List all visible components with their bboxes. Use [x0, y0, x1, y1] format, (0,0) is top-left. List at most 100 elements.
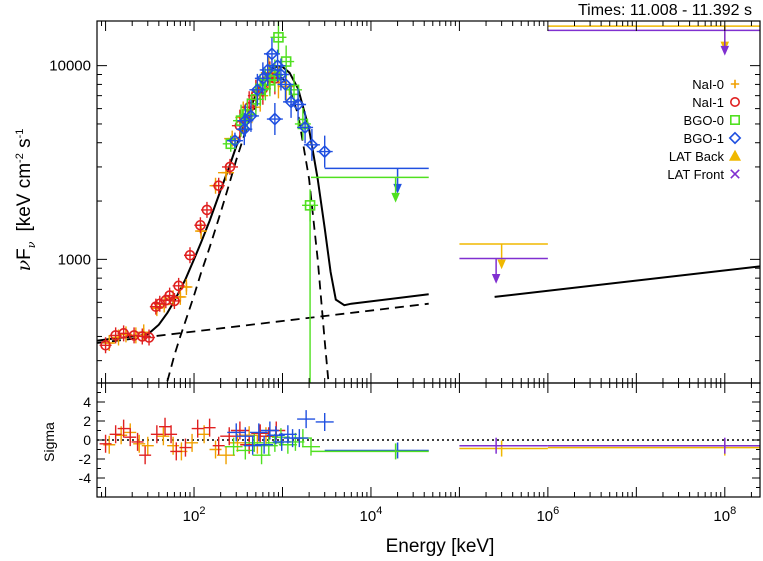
data-marker-plus [730, 79, 740, 89]
data-marker-circle [195, 219, 206, 231]
spectrum-frame [96, 20, 761, 384]
x-tick-label: 106 [536, 505, 559, 525]
x-tick-base: 10 [536, 508, 553, 525]
data-marker-circle [201, 204, 213, 216]
legend-label: BGO-0 [684, 113, 724, 128]
y-axis-label: νFν [keV cm-2 s-1 [13, 129, 38, 272]
y-label-f: F [14, 248, 35, 260]
data-marker-square [269, 70, 281, 81]
residual-point [278, 425, 297, 444]
residual-point [297, 410, 316, 429]
series-BGO-1 [226, 37, 333, 168]
data-marker-square [273, 32, 284, 43]
data-marker-diamond [274, 67, 288, 82]
error-bar [270, 21, 287, 54]
residual-plot-area [97, 410, 760, 465]
y-label-exp1: -2 [14, 153, 26, 163]
data-marker-diamond [265, 47, 279, 61]
data-marker-circle [143, 332, 155, 343]
upper-limit-arrow [391, 192, 400, 203]
data-marker-diamond [284, 95, 298, 109]
x-tick-label: 108 [713, 505, 736, 525]
residual-point [139, 446, 152, 465]
residual-series-BGO-1 [227, 410, 334, 455]
residual-point [217, 446, 236, 465]
y-label-nu-sub: ν [25, 241, 38, 248]
data-marker-diamond [318, 144, 332, 159]
model-curve-power-law [97, 302, 429, 344]
residual-point [315, 412, 334, 431]
residual-point [186, 433, 199, 452]
data-marker-circle [100, 340, 111, 351]
residual-point [157, 427, 170, 446]
x-tick-exp: 4 [376, 505, 382, 517]
data-marker-circle [169, 295, 180, 307]
residual-point [212, 436, 225, 455]
legend-label: BGO-1 [684, 131, 724, 146]
x-tick-exp: 6 [553, 505, 559, 517]
residual-point [224, 437, 243, 456]
series-NaI-0 [103, 56, 295, 352]
residual-point [249, 423, 268, 442]
upper-limit-arrow [491, 274, 501, 284]
residual-point [271, 428, 290, 447]
y-label-s: s [14, 138, 35, 153]
data-marker-diamond [228, 134, 242, 148]
residual-point [150, 425, 163, 444]
data-marker-diamond [250, 83, 265, 97]
data-marker-circle [173, 280, 184, 292]
data-marker-diamond [728, 131, 742, 145]
residual-point [290, 429, 309, 448]
data-marker-triangle [728, 149, 742, 161]
data-marker-diamond [237, 122, 251, 136]
x-tick-base: 10 [713, 508, 730, 525]
upper-limit-arrow [720, 45, 730, 56]
data-marker-circle [118, 328, 129, 339]
residual-point [141, 436, 154, 455]
y-label-nu: ν [13, 259, 35, 271]
y-label-exp2: -1 [14, 129, 26, 139]
x-tick-label: 102 [183, 505, 206, 525]
residual-point [99, 434, 112, 453]
data-marker-square [280, 56, 292, 67]
y-tick-label: 10000 [49, 58, 91, 75]
legend-label: LAT Front [667, 167, 724, 182]
residual-point [236, 427, 255, 446]
residual-frame [96, 382, 761, 498]
series-BGO-0 [222, 21, 319, 222]
model-curve-total [97, 65, 429, 342]
residual-point [191, 419, 204, 438]
data-marker-circle [136, 331, 148, 342]
data-marker-circle [729, 97, 740, 108]
y-tick-label: 4 [83, 394, 91, 410]
data-marker-cross [730, 169, 740, 179]
residual-point [243, 436, 262, 455]
spectrum-panel: 1000 10000 [49, 20, 761, 384]
legend-label: LAT Back [669, 149, 725, 164]
residual-point [255, 435, 274, 454]
legend-label: NaI-1 [692, 95, 724, 110]
residual-point [252, 446, 271, 465]
y-label-open: [keV cm [14, 163, 35, 232]
residual-series-NaI-1 [99, 417, 286, 465]
data-marker-diamond [305, 138, 319, 152]
residual-point [133, 434, 146, 453]
residual-point [131, 432, 144, 451]
x-axis-label: Energy [keV] [386, 536, 495, 557]
residual-point [227, 423, 246, 442]
residual-point [124, 428, 137, 447]
data-marker-circle [213, 180, 224, 192]
x-tick-base: 10 [183, 508, 200, 525]
x-tick-exp: 8 [730, 505, 736, 517]
residual-point [179, 438, 192, 457]
residual-point [301, 437, 320, 456]
chart-title: Times: 11.008 - 11.392 s [578, 2, 752, 19]
data-marker-diamond [268, 112, 282, 126]
residual-point [109, 425, 122, 444]
residual-point [209, 440, 222, 459]
model-curve-total [494, 265, 760, 298]
y-tick-label: -2 [79, 451, 92, 467]
data-marker-circle [184, 249, 196, 261]
